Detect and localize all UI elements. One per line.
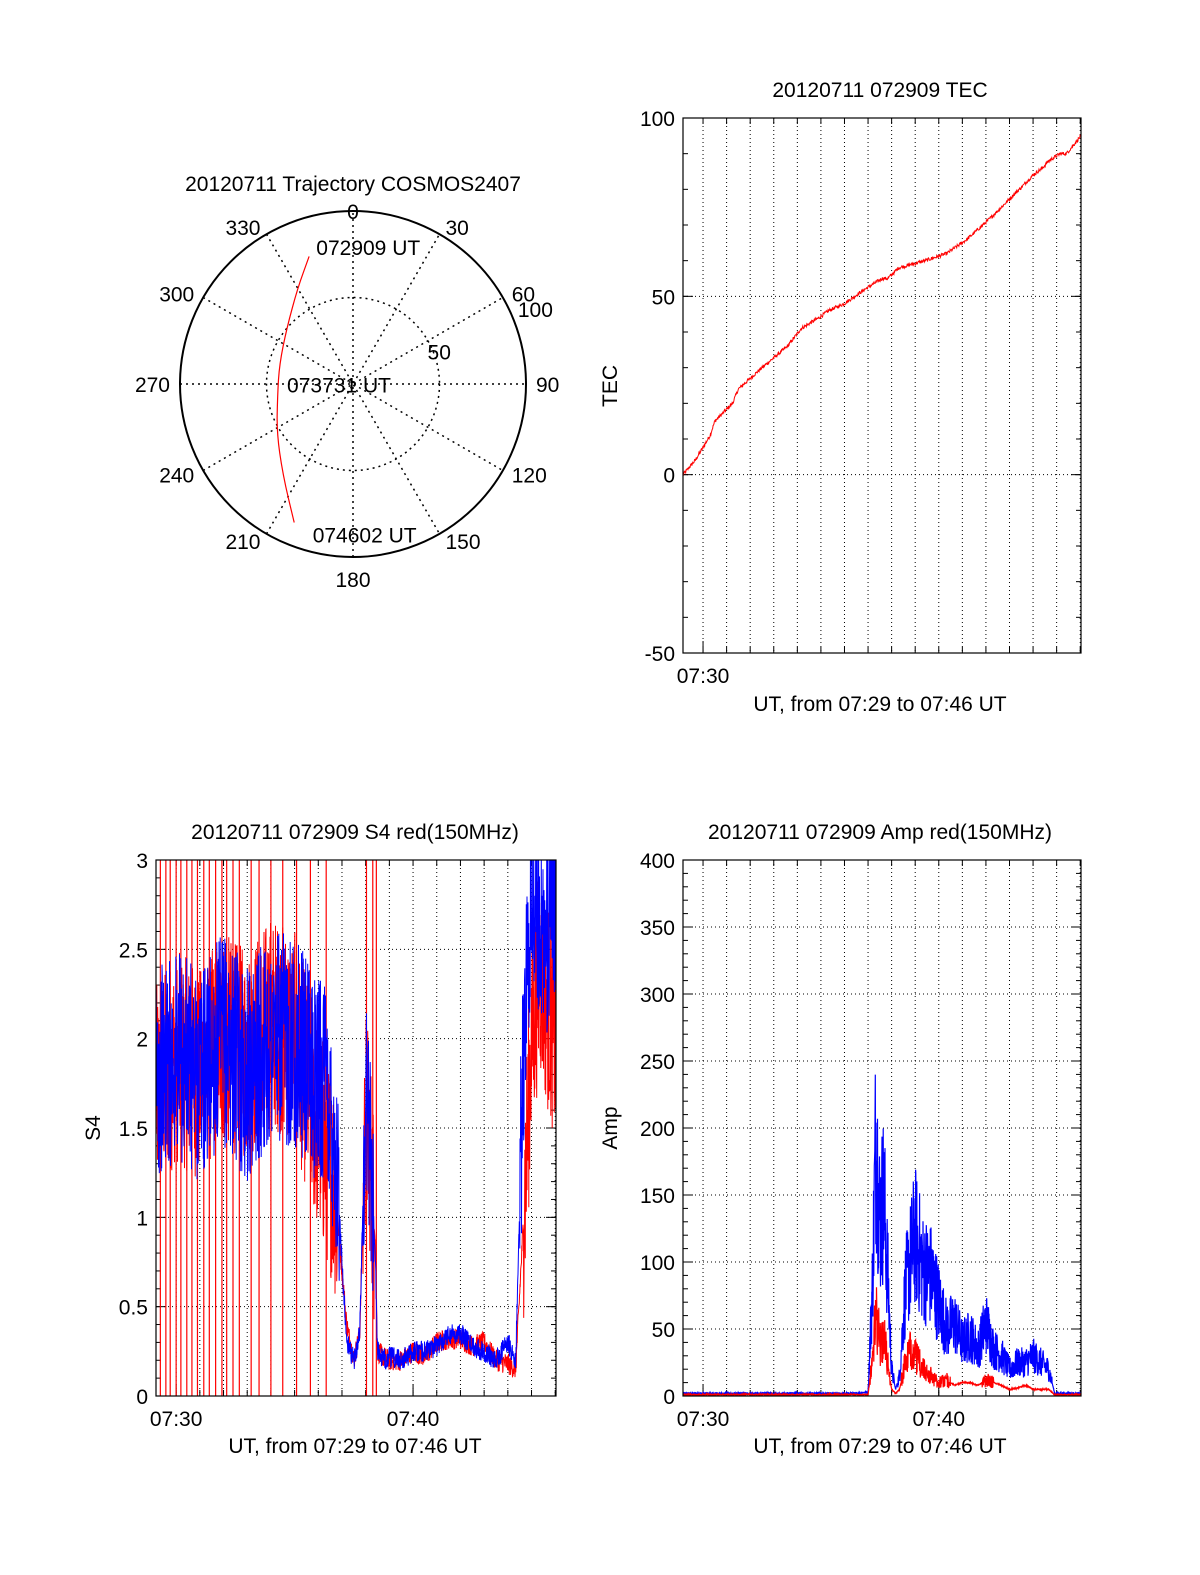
amp-plot-area: 0 50 100 150 200 250 300 350 400 07:30 07:40 [640, 850, 1082, 1431]
tec-ylabel: TEC [599, 365, 622, 407]
s4-panel: 20120711 072909 S4 red(150MHz) UT, from … [82, 821, 557, 1458]
y-tick-label: 100 [640, 1252, 675, 1275]
polar-angle-labels: 0 30 60 90 120 150 180 210 240 270 300 330 [135, 201, 559, 592]
y-tick-label: 0.5 [119, 1297, 148, 1320]
series-line [683, 1287, 1081, 1396]
series-line [156, 860, 556, 1370]
y-tick-label: 0 [136, 1386, 148, 1409]
y-tick-label: 100 [640, 108, 675, 131]
trajectory-title: 20120711 Trajectory COSMOS2407 [185, 173, 521, 196]
polar-angle-label: 120 [512, 465, 547, 488]
tec-panel: 20120711 072909 TEC UT, from 07:29 to 07… [599, 79, 1082, 716]
polar-spoke [265, 233, 441, 535]
polar-spoke [265, 233, 441, 535]
y-tick-label: 3 [136, 850, 148, 873]
trajectory-series [276, 256, 310, 523]
trajectory-annotation: 073731 UT [287, 374, 391, 397]
polar-radial-label: 100 [518, 299, 553, 322]
y-tick-label: 200 [640, 1118, 675, 1141]
polar-radial-labels: 50 100 [428, 299, 553, 364]
polar-angle-label: 90 [536, 374, 559, 397]
polar-angle-label: 330 [225, 217, 260, 240]
x-tick-label: 07:30 [150, 1408, 203, 1431]
plot-frame [682, 117, 1082, 654]
amp-title: 20120711 072909 Amp red(150MHz) [708, 821, 1052, 844]
trajectory-annotations: 072909 UT 073731 UT 074602 UT [287, 237, 420, 547]
y-tick-label: 250 [640, 1051, 675, 1074]
polar-spoke [202, 296, 504, 472]
series-line [683, 134, 1081, 477]
polar-grid [179, 210, 527, 558]
y-tick-label: 300 [640, 984, 675, 1007]
tec-title: 20120711 072909 TEC [772, 79, 987, 102]
x-tick-label: 07:30 [677, 1408, 730, 1431]
polar-angle-label: 270 [135, 374, 170, 397]
s4-ylabel: S4 [82, 1115, 105, 1141]
polar-angle-label: 210 [225, 531, 260, 554]
polar-angle-label: 60 [512, 284, 535, 307]
y-tick-label: 1.5 [119, 1118, 148, 1141]
y-tick-label: 0 [663, 465, 675, 488]
polar-radial-label: 50 [428, 342, 451, 365]
y-tick-label: 1 [136, 1207, 148, 1230]
y-tick-label: 2.5 [119, 939, 148, 962]
polar-angle-label: 180 [335, 569, 370, 592]
s4-xlabel: UT, from 07:29 to 07:46 UT [228, 1435, 481, 1458]
y-tick-label: 0 [663, 1386, 675, 1409]
s4-plot-area: 0 0.5 1 1.5 2 2.5 3 07:30 07:40 [119, 850, 557, 1431]
x-tick-label: 07:30 [677, 665, 730, 688]
polar-angle-label: 0 [347, 201, 359, 224]
plot-frame [155, 859, 557, 1397]
amp-xlabel: UT, from 07:29 to 07:46 UT [753, 1435, 1006, 1458]
y-tick-label: 50 [652, 286, 675, 309]
tec-plot-area: -50 0 50 100 07:30 [640, 108, 1082, 688]
x-tick-label: 07:40 [387, 1408, 440, 1431]
trajectory-annotation: 072909 UT [316, 237, 420, 260]
trajectory-panel: 20120711 Trajectory COSMOS2407 0 30 60 90 12… [135, 173, 559, 592]
amp-panel: 20120711 072909 Amp red(150MHz) UT, from… [599, 821, 1082, 1458]
y-tick-label: 2 [136, 1029, 148, 1052]
polar-spoke [202, 296, 504, 472]
polar-angle-label: 300 [159, 284, 194, 307]
x-tick-label: 07:40 [912, 1408, 965, 1431]
y-tick-label: 150 [640, 1185, 675, 1208]
trajectory-path [276, 256, 310, 523]
y-tick-label: 350 [640, 917, 675, 940]
polar-angle-label: 150 [446, 531, 481, 554]
polar-angle-label: 240 [159, 465, 194, 488]
polar-angle-label: 30 [446, 217, 469, 240]
y-tick-label: 50 [652, 1319, 675, 1342]
trajectory-annotation: 074602 UT [313, 524, 417, 547]
amp-ylabel: Amp [599, 1106, 622, 1149]
y-tick-label: -50 [645, 643, 675, 666]
tec-xlabel: UT, from 07:29 to 07:46 UT [753, 693, 1006, 716]
plot-frame [682, 859, 1082, 1397]
s4-title: 20120711 072909 S4 red(150MHz) [191, 821, 519, 844]
y-tick-label: 400 [640, 850, 675, 873]
